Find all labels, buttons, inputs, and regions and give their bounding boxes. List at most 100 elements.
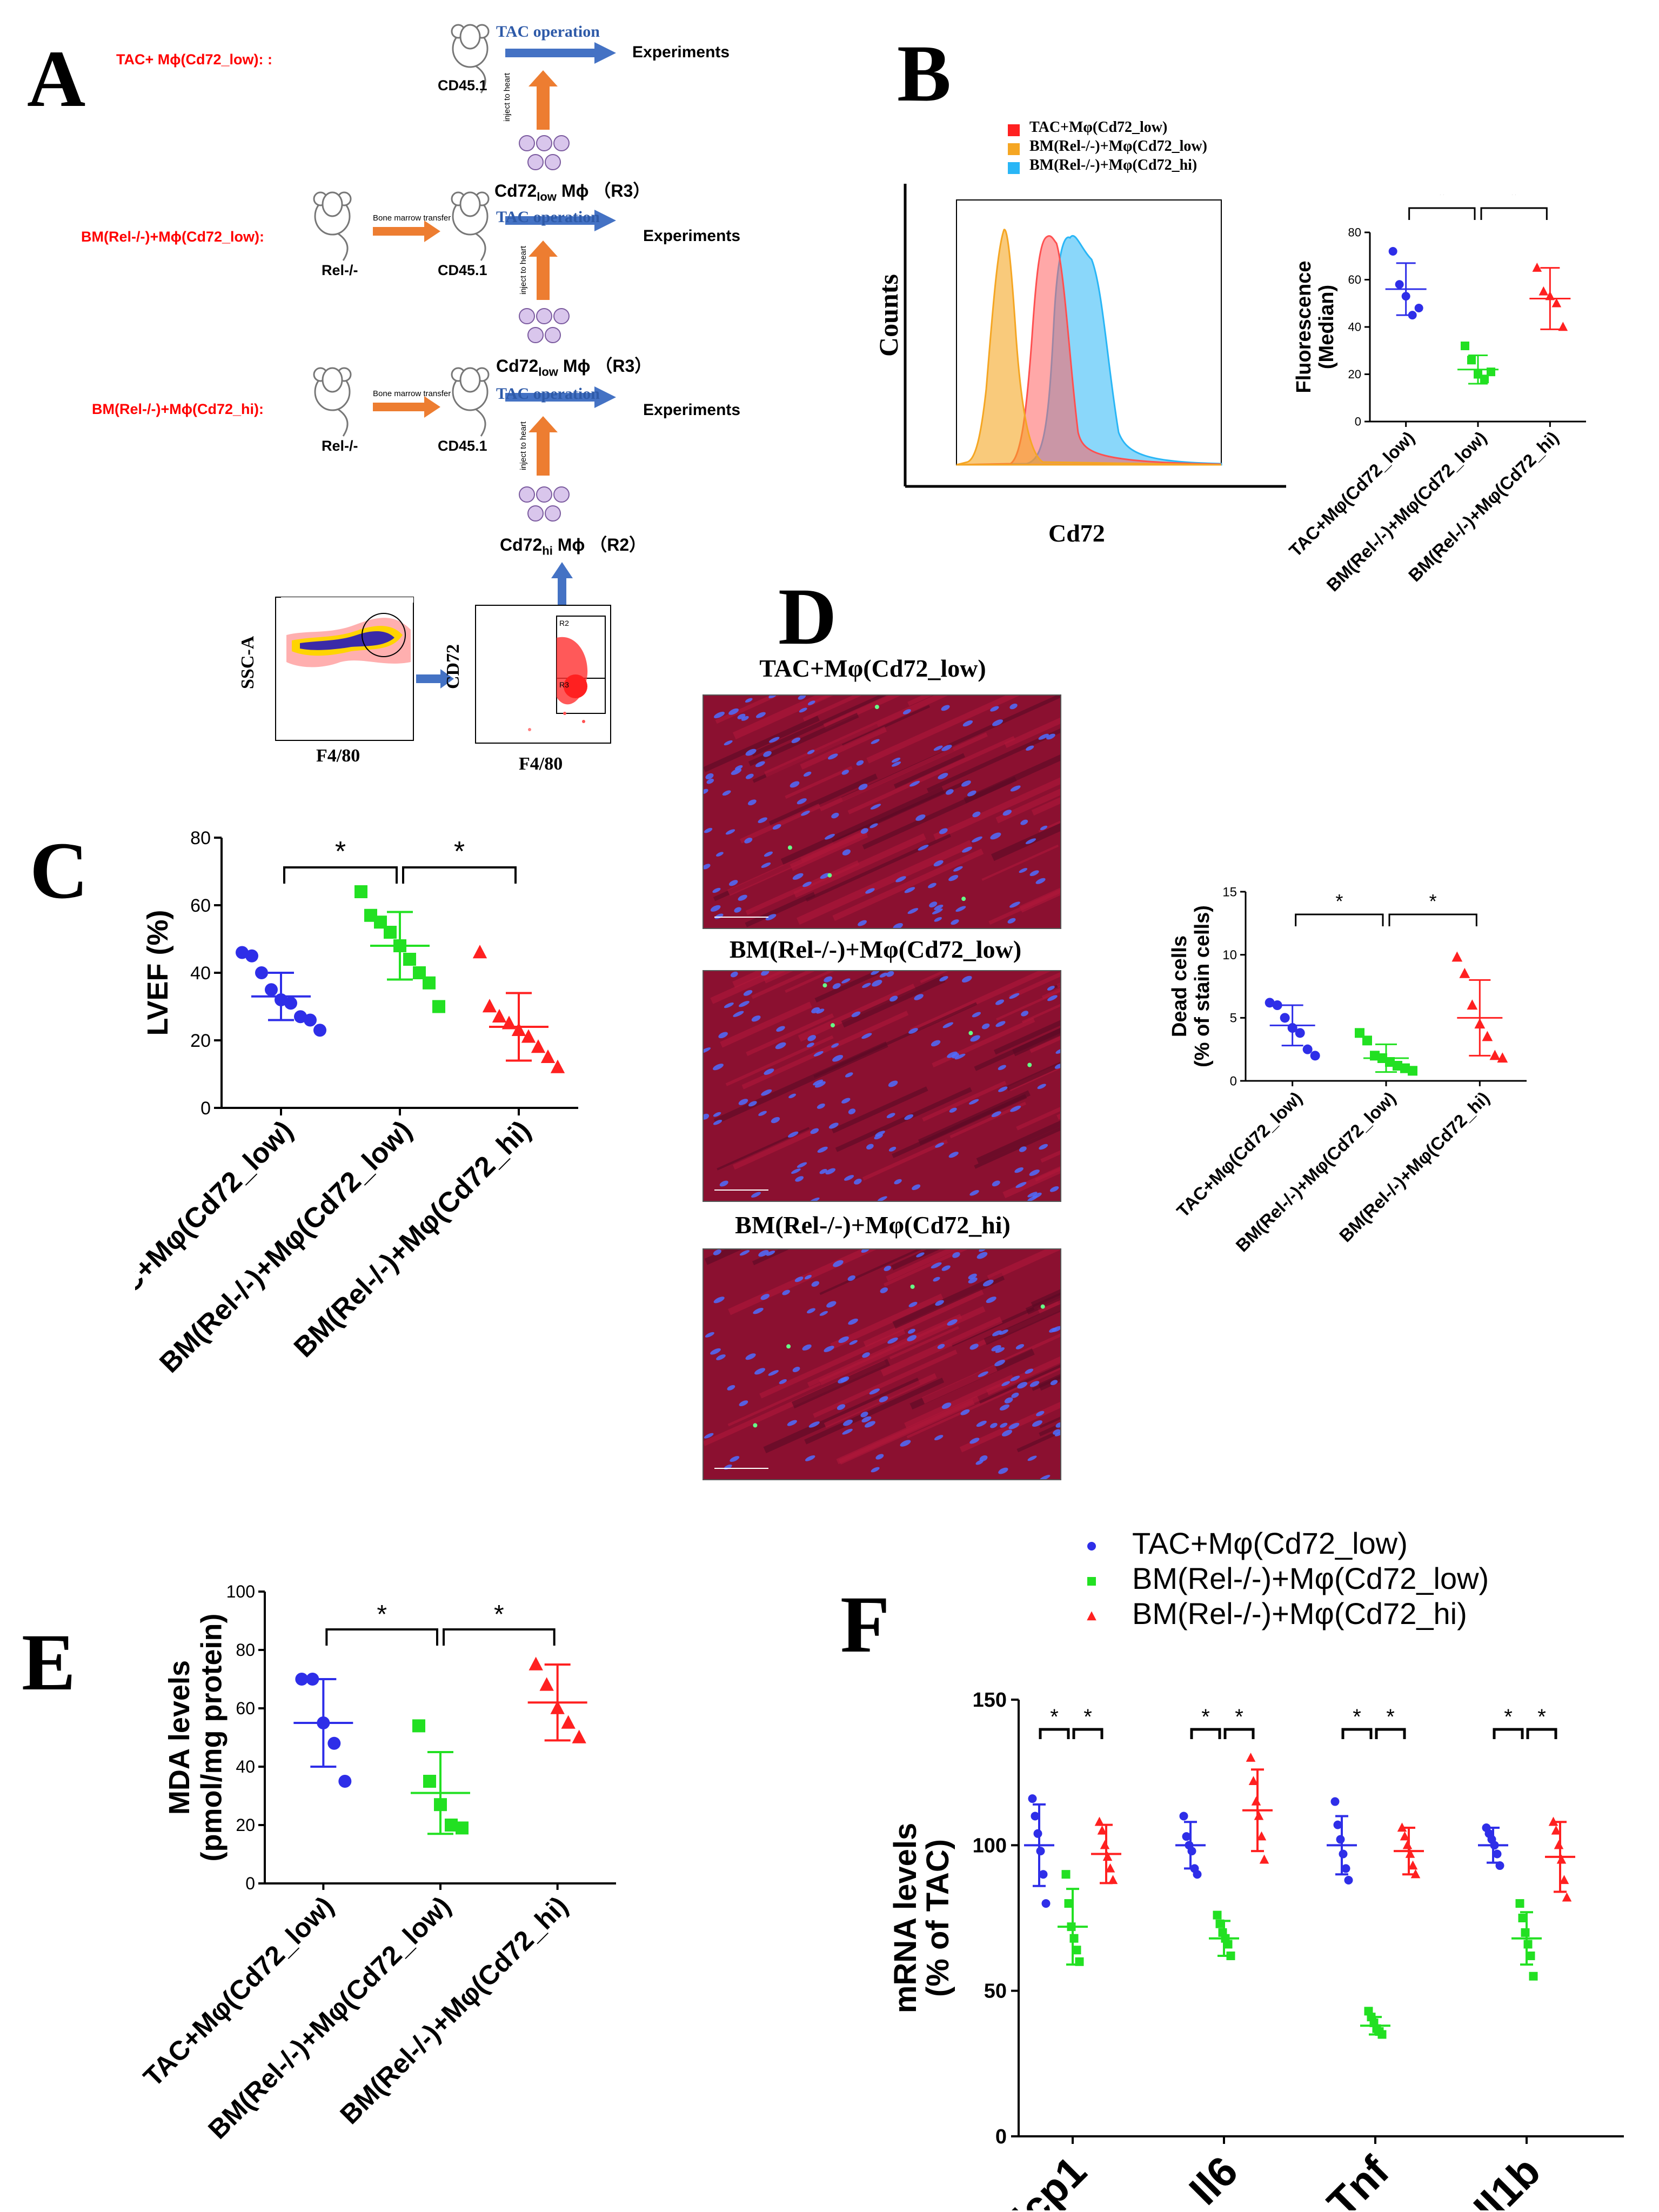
- data-point: [1039, 1870, 1048, 1879]
- nucleus: [872, 979, 882, 987]
- fiber: [1008, 972, 1060, 999]
- row1-label: TAC+ Mϕ(Cd72_low): :: [116, 51, 272, 68]
- nucleus: [976, 1252, 988, 1259]
- data-point: [423, 1775, 436, 1788]
- data-point: [1489, 1050, 1501, 1060]
- nucleus: [999, 1404, 1009, 1411]
- nucleus: [860, 1412, 868, 1418]
- fiber: [1016, 1107, 1060, 1131]
- nucleus: [1011, 1392, 1019, 1398]
- row3-cells: Cd72hi Mϕ （R2）: [500, 535, 647, 558]
- fiber: [1025, 1292, 1060, 1315]
- nucleus: [1004, 1397, 1013, 1404]
- nucleus: [888, 1080, 898, 1087]
- row1-inject: inject to heart: [503, 72, 512, 122]
- tunel-positive: [910, 1284, 915, 1289]
- nucleus: [840, 1376, 849, 1382]
- nucleus: [790, 781, 800, 788]
- nucleus: [862, 983, 871, 988]
- data-point: [1272, 1000, 1282, 1010]
- data-point: [1223, 1940, 1233, 1949]
- nucleus: [1046, 733, 1055, 740]
- y-axis-label: MDA levels: [163, 1660, 196, 1815]
- data-point: [1529, 1972, 1538, 1981]
- y-tick-label: 80: [1348, 226, 1361, 239]
- legend-rel-hi: BM(Rel-/-)+Mφ(Cd72_hi): [1029, 157, 1198, 173]
- schematic-diagram: R2 R3: [275, 24, 616, 744]
- data-point: [1355, 1028, 1364, 1038]
- sort-arrow: [551, 562, 573, 605]
- category-label: BM(Rel-/-)+Mφ(Cd72_low): [202, 1890, 456, 2144]
- nucleus: [1015, 1344, 1025, 1349]
- fiber: [1031, 797, 1060, 816]
- nucleus: [991, 1111, 1001, 1118]
- nucleus: [968, 1277, 978, 1284]
- y-axis-label: (Median): [1315, 285, 1338, 369]
- y-tick-label: 5: [1230, 1011, 1237, 1026]
- nucleus: [1009, 703, 1018, 710]
- nucleus: [904, 887, 915, 893]
- tunel-positive: [830, 1023, 835, 1028]
- nucleus: [946, 789, 954, 795]
- nucleus: [918, 845, 929, 851]
- data-point: [1518, 1914, 1527, 1922]
- fiber: [796, 840, 973, 925]
- nucleus: [832, 983, 841, 989]
- nucleus: [705, 1332, 714, 1338]
- nucleus: [854, 1179, 862, 1185]
- nucleus: [1000, 1422, 1008, 1428]
- fiber: [835, 1087, 972, 1152]
- nucleus: [1026, 745, 1034, 751]
- nucleus: [819, 1311, 828, 1316]
- data-point: [313, 1024, 326, 1037]
- nucleus: [887, 1337, 898, 1344]
- nucleus: [939, 828, 948, 834]
- y-tick-label: 10: [1222, 948, 1237, 963]
- fiber: [704, 1249, 742, 1265]
- nucleus: [716, 852, 724, 857]
- nucleus: [807, 700, 815, 705]
- legend-tac-low: TAC+Mφ(Cd72_low): [1029, 119, 1168, 136]
- nucleus: [908, 1028, 918, 1034]
- nucleus: [858, 784, 868, 790]
- nucleus: [851, 1011, 861, 1018]
- y-tick-label: 0: [245, 1874, 255, 1893]
- y-axis-label: (% of stain cells): [1191, 905, 1214, 1067]
- fiber: [1021, 1004, 1060, 1024]
- data-point: [1393, 1061, 1402, 1071]
- data-point: [1254, 1810, 1264, 1820]
- row3-donor: Rel-/-: [322, 438, 358, 454]
- fiber: [904, 1374, 1014, 1429]
- data-point: [1087, 1542, 1096, 1551]
- nucleus: [704, 1433, 714, 1439]
- legend-label: TAC+Mφ(Cd72_low): [1132, 1526, 1408, 1560]
- nucleus: [990, 706, 999, 712]
- nucleus: [947, 1051, 958, 1058]
- fiber: [807, 1314, 962, 1387]
- nucleus: [797, 798, 807, 805]
- data-point: [432, 1000, 445, 1013]
- panel-label-b: B: [897, 29, 952, 118]
- nucleus: [998, 1467, 1008, 1474]
- nucleus: [730, 971, 738, 978]
- data-point: [1408, 1066, 1417, 1076]
- nucleus: [960, 1409, 970, 1415]
- nucleus: [864, 1421, 875, 1428]
- nucleus: [755, 761, 765, 767]
- data-point: [1344, 1875, 1353, 1884]
- data-point: [1187, 1847, 1196, 1856]
- category-label: BM(Rel-/-)+Mφ(Cd72_low): [1232, 1088, 1400, 1256]
- data-point: [1339, 1849, 1348, 1859]
- nucleus: [999, 1329, 1008, 1335]
- nucleus: [824, 1346, 834, 1352]
- category-label: TAC+Mφ(Cd72_low): [137, 1890, 339, 2093]
- nucleus: [849, 1340, 858, 1345]
- nucleus: [803, 771, 812, 777]
- nucleus: [807, 1308, 815, 1314]
- nucleus: [704, 1047, 711, 1053]
- nucleus: [937, 1344, 945, 1349]
- data-point: [354, 885, 367, 898]
- nucleus: [939, 975, 948, 981]
